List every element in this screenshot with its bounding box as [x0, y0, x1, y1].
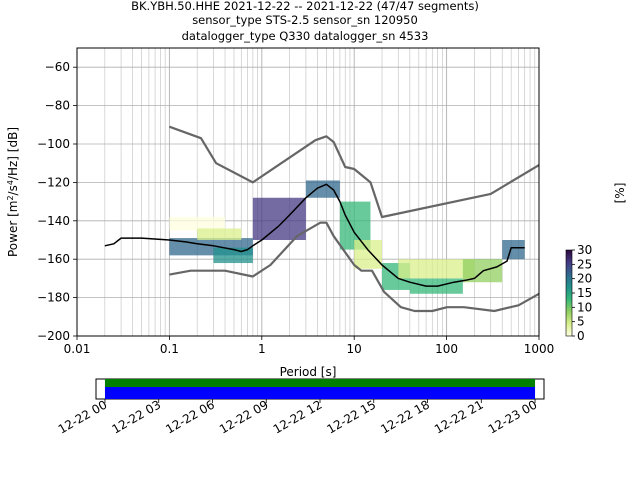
density-cell	[354, 240, 383, 269]
series-line-mode	[104, 183, 525, 287]
x-axis-ticks: 0.01 0.1 1 10 100 1000	[64, 336, 555, 356]
y-tick-label: −140	[37, 214, 70, 228]
x-tick-label: 1000	[524, 342, 555, 356]
y-tick-label: −120	[37, 175, 70, 189]
y-tick-label: −200	[37, 329, 70, 343]
y-axis-label: Power [m2/s4/Hz] [dB]	[6, 127, 21, 257]
y-tick-label: −160	[37, 252, 70, 266]
y-tick-label: −80	[45, 99, 70, 113]
y-tick-label: −180	[37, 291, 70, 305]
density-cell	[169, 216, 226, 231]
colorbar-tick-label: 20	[577, 272, 592, 286]
coverage-tick-label: 12-22 18	[378, 397, 432, 436]
title-line-2: sensor_type STS-2.5 sensor_sn 120950	[192, 13, 418, 27]
density-cell	[305, 180, 340, 198]
colorbar-tick-label: 10	[577, 300, 592, 314]
y-tick-label: −100	[37, 137, 70, 151]
coverage-segments	[104, 379, 536, 399]
x-tick-label: 10	[347, 342, 362, 356]
coverage-tick-label: 12-22 15	[325, 397, 379, 436]
coverage-data-segment	[104, 387, 536, 399]
x-tick-label: 1	[258, 342, 266, 356]
series-line-nhnm	[169, 125, 540, 219]
coverage-tick-label: 12-22 21	[432, 397, 486, 436]
coverage-used-segment	[104, 379, 536, 387]
x-tick-label: 0.1	[160, 342, 179, 356]
colorbar-label: [%]	[613, 183, 627, 204]
colorbar-tick-label: 25	[577, 257, 592, 271]
x-tick-label: 100	[435, 342, 458, 356]
density-cell	[398, 259, 475, 279]
colorbar-tick-label: 5	[577, 315, 585, 329]
y-axis-ticks: −60 −80 −100 −120 −140 −160 −180 −200	[37, 60, 77, 343]
density-cell	[252, 197, 306, 240]
colorbar-gradient	[565, 249, 573, 337]
plot-grid	[76, 48, 539, 337]
density-heatmap	[169, 180, 525, 294]
noise-model-lines	[104, 125, 540, 313]
chart-title: BK.YBH.50.HHE 2021-12-22 -- 2021-12-22 (…	[131, 0, 479, 43]
plot-frame	[76, 47, 540, 337]
coverage-tick-label: 12-22 09	[217, 397, 271, 436]
x-axis-label: Period [s]	[280, 365, 337, 379]
y-tick-label: −60	[45, 60, 70, 74]
density-cell	[197, 228, 242, 240]
coverage-tick-label: 12-22 03	[109, 397, 163, 436]
title-line-3: datalogger_type Q330 datalogger_sn 4533	[182, 29, 429, 43]
x-tick-label: 0.01	[64, 342, 91, 356]
coverage-tick-label: 12-22 00	[56, 397, 110, 436]
series-line-nlnm	[169, 221, 540, 313]
title-line-1: BK.YBH.50.HHE 2021-12-22 -- 2021-12-22 (…	[131, 0, 479, 13]
density-cell	[502, 240, 525, 260]
colorbar-tick-label: 30	[577, 243, 592, 257]
data-coverage-bar: 12-22 00 12-22 03 12-22 06 12-22 09 12-22 12…	[56, 378, 545, 437]
colorbar-tick-label: 15	[577, 286, 592, 300]
coverage-tick-label: 12-22 06	[163, 397, 217, 436]
colorbar-tick-label: 0	[577, 329, 585, 343]
coverage-tick-label: 12-22 12	[271, 397, 325, 436]
coverage-tick-label: 12-23 00	[486, 397, 540, 436]
coverage-time-ticks: 12-22 00 12-22 03 12-22 06 12-22 09 12-22 12…	[56, 397, 540, 436]
